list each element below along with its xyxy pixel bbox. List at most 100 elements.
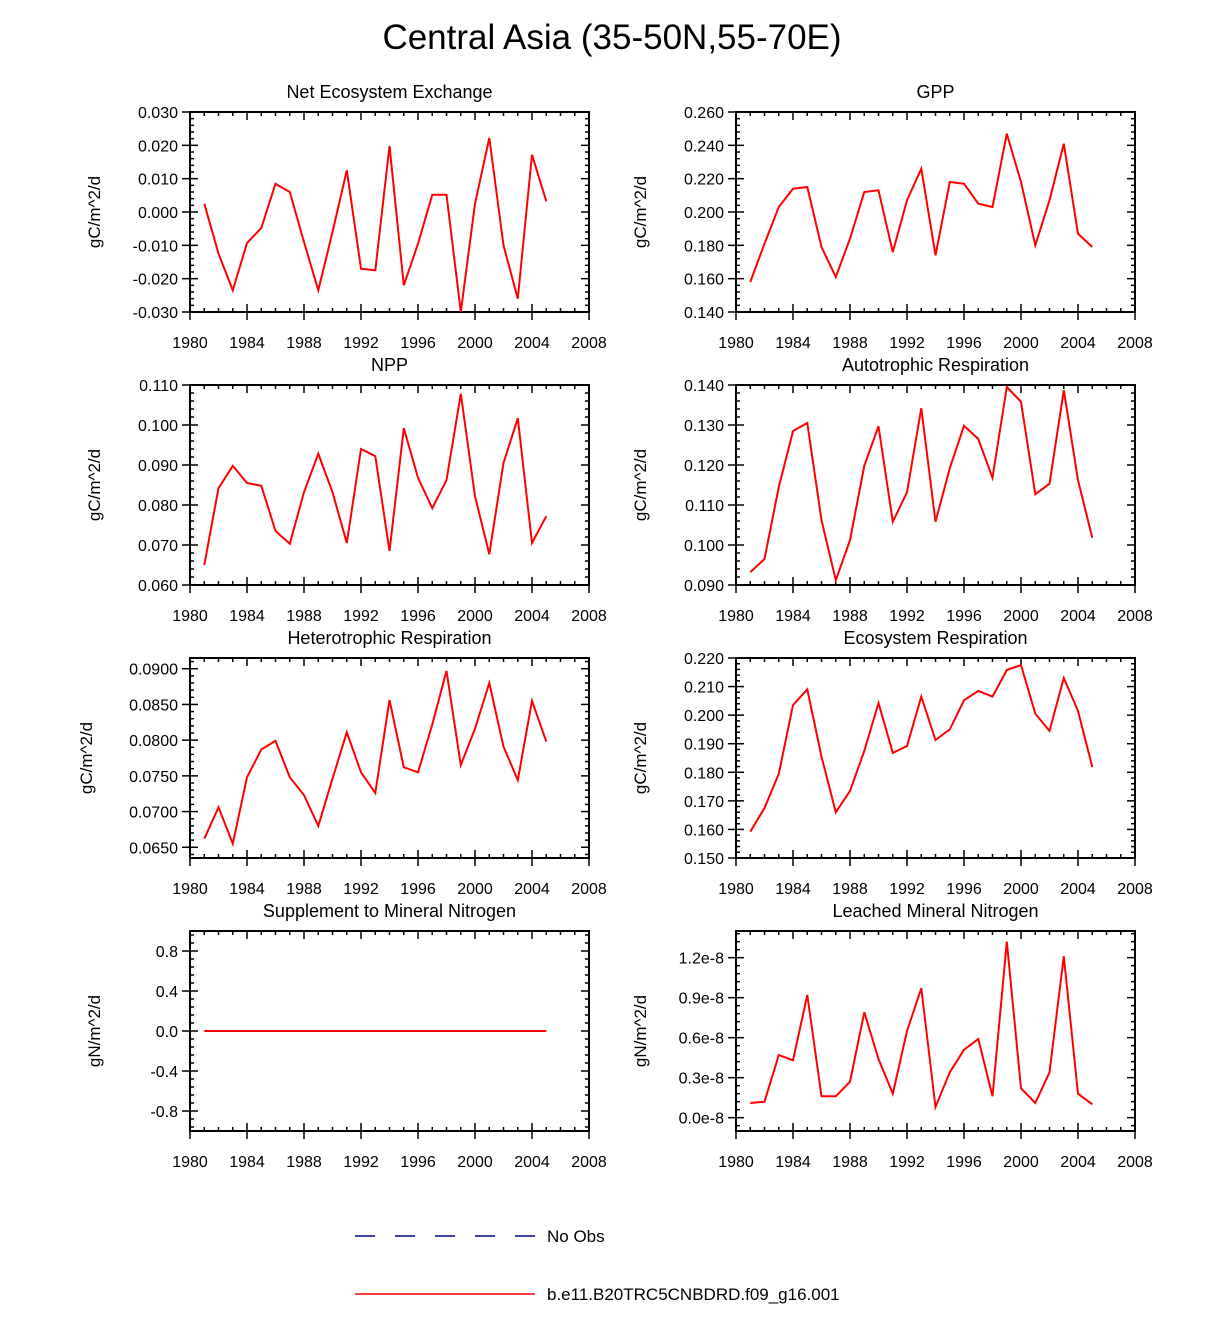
y-tick-label: 0.0800 bbox=[129, 733, 178, 750]
x-tick-label: 1992 bbox=[889, 881, 925, 898]
x-tick-label: 2008 bbox=[571, 1154, 607, 1171]
x-tick-label: 2008 bbox=[571, 881, 607, 898]
y-tick-label: 0.020 bbox=[138, 138, 178, 155]
y-tick-label: 0.0 bbox=[156, 1024, 178, 1041]
x-tick-label: 2000 bbox=[1003, 608, 1039, 625]
x-tick-label: 1992 bbox=[343, 881, 379, 898]
x-tick-label: 1984 bbox=[229, 335, 265, 352]
x-tick-label: 2008 bbox=[1117, 608, 1153, 625]
y-axis-label: gN/m^2/d bbox=[85, 995, 104, 1067]
y-axis-label: gC/m^2/d bbox=[631, 176, 650, 248]
x-tick-label: 1980 bbox=[718, 881, 754, 898]
panel-title: Leached Mineral Nitrogen bbox=[832, 901, 1038, 921]
panel-title: Autotrophic Respiration bbox=[842, 355, 1029, 375]
y-tick-label: 0.8 bbox=[156, 944, 178, 961]
panel-title: NPP bbox=[371, 355, 408, 375]
x-tick-label: 2004 bbox=[514, 608, 550, 625]
x-tick-label: 1996 bbox=[946, 335, 982, 352]
x-tick-label: 2004 bbox=[514, 881, 550, 898]
x-tick-label: 1984 bbox=[775, 881, 811, 898]
y-tick-label: -0.010 bbox=[133, 238, 178, 255]
y-tick-label: 0.100 bbox=[138, 418, 178, 435]
panel-title: Net Ecosystem Exchange bbox=[286, 82, 492, 102]
panel-8: 1980 1984 1988 1992 1996 2000 2004 2008 0.0e-8 0.… bbox=[631, 901, 1153, 1171]
panel-3: 1980 1984 1988 1992 1996 2000 2004 2008 0.060 0.0… bbox=[85, 355, 607, 625]
y-tick-label: 0.140 bbox=[684, 378, 724, 395]
y-tick-label: 0.070 bbox=[138, 538, 178, 555]
x-tick-label: 1980 bbox=[172, 608, 208, 625]
x-tick-label: 2004 bbox=[1060, 881, 1096, 898]
y-tick-label: 0.160 bbox=[684, 272, 724, 289]
x-tick-label: 2000 bbox=[457, 1154, 493, 1171]
legend: No Obs b.e11.B20TRC5CNBDRD.f09_g16.001 bbox=[355, 1227, 840, 1304]
y-tick-label: 0.060 bbox=[138, 578, 178, 595]
series-line bbox=[749, 384, 1094, 584]
y-tick-label: 0.0900 bbox=[129, 662, 178, 679]
y-tick-label: -0.4 bbox=[150, 1064, 178, 1081]
y-tick-label: 0.6e-8 bbox=[679, 1031, 724, 1048]
x-tick-label: 1980 bbox=[718, 608, 754, 625]
x-tick-label: 2000 bbox=[1003, 335, 1039, 352]
x-tick-label: 1996 bbox=[400, 335, 436, 352]
panel-7: 1980 1984 1988 1992 1996 2000 2004 2008 -0.8 -0.4… bbox=[85, 901, 607, 1171]
x-tick-label: 1996 bbox=[946, 608, 982, 625]
plot-frame bbox=[189, 657, 590, 859]
x-tick-label: 1996 bbox=[946, 881, 982, 898]
x-tick-label: 1980 bbox=[172, 335, 208, 352]
y-tick-label: 1.2e-8 bbox=[679, 951, 724, 968]
series-line bbox=[203, 137, 548, 313]
y-tick-label: 0.170 bbox=[684, 794, 724, 811]
x-tick-label: 1988 bbox=[286, 335, 322, 352]
x-tick-label: 1992 bbox=[343, 608, 379, 625]
x-tick-label: 2008 bbox=[1117, 881, 1153, 898]
y-tick-label: 0.080 bbox=[138, 498, 178, 515]
y-tick-label: 0.210 bbox=[684, 680, 724, 697]
y-axis-label: gC/m^2/d bbox=[85, 449, 104, 521]
panel-2: 1980 1984 1988 1992 1996 2000 2004 2008 0.140 0.1… bbox=[631, 82, 1153, 352]
y-tick-label: 0.0650 bbox=[129, 840, 178, 857]
y-axis-label: gC/m^2/d bbox=[77, 722, 96, 794]
y-axis-label: gC/m^2/d bbox=[631, 722, 650, 794]
x-tick-label: 1984 bbox=[775, 335, 811, 352]
y-tick-label: 0.0750 bbox=[129, 769, 178, 786]
legend-obs-label: No Obs bbox=[547, 1227, 605, 1246]
x-tick-label: 2000 bbox=[457, 881, 493, 898]
page-title: Central Asia (35-50N,55-70E) bbox=[382, 18, 842, 57]
y-axis-label: gC/m^2/d bbox=[631, 449, 650, 521]
x-tick-label: 2000 bbox=[457, 608, 493, 625]
x-tick-label: 1984 bbox=[775, 1154, 811, 1171]
y-tick-label: 0.3e-8 bbox=[679, 1071, 724, 1088]
x-tick-label: 2004 bbox=[1060, 1154, 1096, 1171]
x-tick-label: 1988 bbox=[832, 881, 868, 898]
plot-frame bbox=[189, 384, 590, 586]
x-tick-label: 2004 bbox=[514, 335, 550, 352]
x-tick-label: 1980 bbox=[172, 1154, 208, 1171]
y-tick-label: 0.110 bbox=[139, 378, 178, 395]
y-axis-label: gC/m^2/d bbox=[85, 176, 104, 248]
y-tick-label: 0.010 bbox=[138, 172, 178, 189]
y-tick-label: 0.0850 bbox=[129, 697, 178, 714]
x-tick-label: 1988 bbox=[832, 608, 868, 625]
y-tick-label: 0.200 bbox=[684, 708, 724, 725]
y-tick-label: 0.150 bbox=[684, 851, 724, 868]
panel-6: 1980 1984 1988 1992 1996 2000 2004 2008 0.150 0.1… bbox=[631, 628, 1153, 898]
x-tick-label: 1980 bbox=[718, 335, 754, 352]
panel-1: 1980 1984 1988 1992 1996 2000 2004 2008 -0.030 -0… bbox=[85, 82, 607, 352]
x-tick-label: 1984 bbox=[775, 608, 811, 625]
y-tick-label: 0.190 bbox=[684, 737, 724, 754]
x-tick-label: 2008 bbox=[1117, 335, 1153, 352]
x-tick-label: 1988 bbox=[832, 335, 868, 352]
y-tick-label: 0.4 bbox=[156, 984, 178, 1001]
x-tick-label: 2004 bbox=[1060, 335, 1096, 352]
y-tick-label: -0.020 bbox=[133, 272, 178, 289]
series-line bbox=[203, 670, 548, 848]
x-tick-label: 1992 bbox=[889, 1154, 925, 1171]
series-line bbox=[749, 663, 1094, 833]
y-tick-label: 0.0e-8 bbox=[679, 1111, 724, 1128]
x-tick-label: 2000 bbox=[1003, 881, 1039, 898]
x-tick-label: 2008 bbox=[571, 608, 607, 625]
plot-frame bbox=[735, 657, 1136, 859]
y-axis-label: gN/m^2/d bbox=[631, 995, 650, 1067]
panel-title: GPP bbox=[916, 82, 954, 102]
